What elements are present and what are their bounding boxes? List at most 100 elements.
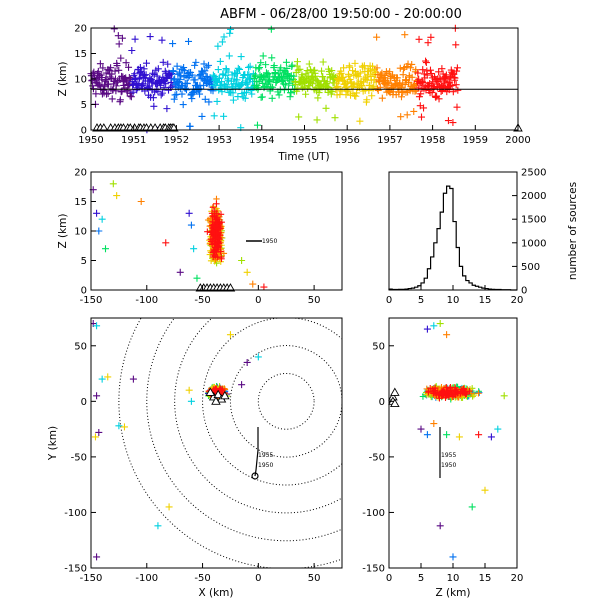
plan-view-station-triangle (220, 390, 230, 400)
time-height-point (227, 25, 235, 33)
z-y-sparse-point (423, 431, 431, 439)
z-y-x-tick-label: 5 (418, 573, 424, 584)
time-height-point (256, 64, 264, 72)
time-height-point (454, 86, 462, 94)
z-y-sparse-point (443, 331, 451, 339)
time-height-point (303, 67, 311, 75)
range-ring (202, 318, 342, 486)
time-height-point (99, 64, 107, 72)
time-height-point (115, 66, 123, 74)
x-z-point (217, 248, 224, 255)
x-z-y-tick-label: 20 (74, 168, 87, 179)
x-z-point (215, 244, 222, 251)
plan-view-y-ticks: -150 -100 -50 0 50 (64, 341, 96, 575)
z-y-sparse-point (455, 433, 463, 441)
plan-view-station-label-1950: 1950 (258, 462, 273, 469)
plan-view-station-triangle (211, 396, 221, 405)
time-height-point (353, 89, 361, 97)
time-height-point (205, 98, 213, 106)
time-height-point (331, 114, 339, 122)
time-height-point (173, 62, 181, 70)
plan-view-sparse-point (93, 322, 101, 330)
time-height-x-tick-label: 1955 (292, 135, 317, 146)
time-height-point (364, 71, 372, 79)
time-height-point (268, 54, 276, 62)
z-y-station-label-1950: 1950 (441, 462, 456, 469)
time-height-point (136, 63, 144, 71)
time-height-point (417, 113, 425, 121)
x-z-point (208, 222, 216, 229)
time-height-point (118, 34, 126, 42)
x-z-point (220, 250, 228, 257)
time-height-point (142, 71, 150, 79)
x-z-point (204, 228, 211, 235)
time-height-point (168, 82, 176, 90)
time-height-point (131, 35, 139, 43)
time-height-point (343, 86, 351, 94)
x-z-point (211, 208, 218, 215)
time-height-x-ticks: 1950 1951 1952 1953 1954 1955 1956 1957 1958 1959… (78, 125, 531, 146)
range-ring (174, 318, 342, 514)
z-y-y-tick-label: 0 (379, 397, 385, 408)
time-height-point (415, 35, 423, 43)
z-y-y-ticks: -150 -100 -50 0 50 (362, 341, 394, 575)
time-height-y-tick-label: 20 (74, 24, 87, 35)
x-z-x-tick-label: 0 (255, 295, 261, 306)
z-y-sparse-point (475, 431, 483, 439)
plan-view-y-tick-label: -100 (64, 508, 87, 519)
x-z-station-label: 1950 (262, 238, 277, 245)
x-z-y-ticks: 0 5 10 15 20 (74, 168, 96, 297)
x-z-point (213, 200, 220, 207)
plan-view-sparse-point (95, 428, 103, 436)
time-height-point (110, 25, 118, 33)
time-height-point (405, 78, 413, 86)
z-y-point (427, 385, 434, 392)
time-height-point (319, 58, 327, 66)
time-height-point (179, 65, 187, 73)
time-height-y-label: Z (km) (57, 61, 69, 96)
time-height-point (264, 69, 272, 77)
time-height-point (176, 76, 184, 84)
x-z-y-tick-label: 10 (74, 227, 87, 238)
time-height-point (201, 95, 209, 103)
time-height-point (182, 86, 190, 94)
time-height-point (178, 90, 186, 98)
plan-view-station-triangle (213, 389, 223, 399)
plan-view-panel: 1955 1950 -150 -100 -50 0 50 -150-100-50050 … (47, 317, 343, 599)
time-height-point (224, 68, 232, 76)
time-height-point (311, 72, 319, 80)
plan-view-x-tick-label: -150 (80, 573, 103, 584)
z-y-x-tick-label: 10 (447, 573, 460, 584)
time-height-point (418, 78, 426, 86)
time-height-point (184, 74, 192, 82)
time-height-point (188, 71, 196, 79)
time-height-point (370, 82, 378, 90)
time-height-point (428, 88, 436, 96)
time-height-point (415, 93, 423, 101)
time-height-point (104, 89, 112, 97)
z-y-sparse-point (468, 503, 476, 511)
z-y-sparse-point (481, 486, 489, 494)
x-z-point (217, 211, 225, 218)
time-height-point (410, 107, 418, 115)
time-height-point (131, 70, 139, 78)
time-height-y-tick-label: 0 (81, 126, 87, 137)
time-height-point (262, 61, 270, 69)
time-height-point (169, 68, 177, 76)
time-height-point (108, 95, 116, 103)
time-height-point (209, 87, 217, 95)
z-y-sparse-point (449, 553, 457, 561)
time-height-point (419, 66, 427, 74)
time-height-point (236, 65, 244, 73)
time-height-point (259, 52, 267, 60)
time-height-point (169, 40, 177, 48)
time-height-point (220, 33, 228, 41)
time-height-point (160, 84, 168, 92)
x-z-point (218, 255, 225, 263)
time-height-point (149, 94, 157, 102)
time-height-point (217, 84, 225, 92)
time-height-point (223, 84, 231, 92)
z-y-sparse-point (443, 431, 451, 439)
x-z-y-tick-label: 15 (74, 197, 87, 208)
time-height-point (125, 63, 133, 71)
